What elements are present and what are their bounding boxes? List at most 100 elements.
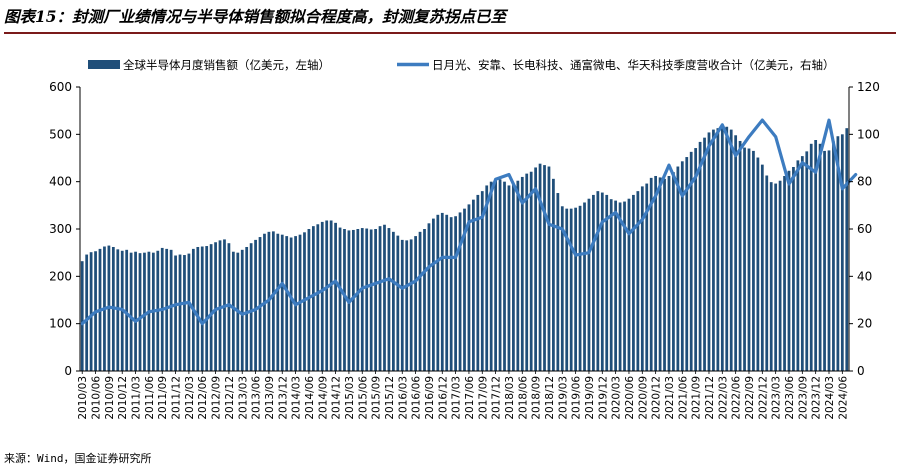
bar xyxy=(285,236,289,371)
bar xyxy=(360,228,364,371)
bar xyxy=(756,157,760,371)
y-left-tick-label: 400 xyxy=(49,175,72,189)
bar xyxy=(836,136,840,371)
y-left-tick-label: 100 xyxy=(49,317,72,331)
bar xyxy=(316,224,320,371)
legend-label-bars: 全球半导体月度销售额（亿美元，左轴） xyxy=(123,58,330,72)
x-tick-label: 2020/03 xyxy=(611,376,623,420)
bar xyxy=(89,252,93,371)
bar xyxy=(409,239,413,371)
x-tick-label: 2023/09 xyxy=(797,376,809,420)
bar xyxy=(765,175,769,371)
bar xyxy=(271,231,275,371)
bar xyxy=(489,181,493,371)
x-tick-label: 2018/06 xyxy=(517,376,529,420)
bar xyxy=(578,205,582,371)
x-tick-label: 2010/03 xyxy=(77,376,89,420)
bar xyxy=(783,175,786,371)
x-tick-label: 2013/09 xyxy=(264,376,276,420)
bar xyxy=(280,234,284,371)
x-tick-label: 2020/09 xyxy=(637,376,649,420)
bar xyxy=(351,229,355,371)
x-tick-label: 2024/06 xyxy=(837,376,849,420)
bar xyxy=(814,140,818,371)
bar xyxy=(676,166,680,371)
bar xyxy=(680,161,684,371)
y-right-tick-label: 60 xyxy=(857,222,872,236)
bar xyxy=(809,143,813,371)
bar xyxy=(787,170,791,371)
x-tick-label: 2010/09 xyxy=(104,376,116,420)
bar xyxy=(432,218,435,371)
bar xyxy=(440,212,444,371)
bar xyxy=(574,207,578,371)
bar xyxy=(649,177,653,371)
bar xyxy=(529,171,533,371)
bar xyxy=(325,220,329,371)
y-left-tick-label: 500 xyxy=(49,127,72,141)
bar xyxy=(565,208,569,371)
legend-swatch-bars xyxy=(88,60,120,69)
x-tick-label: 2017/06 xyxy=(464,376,476,420)
x-tick-label: 2017/12 xyxy=(491,376,503,420)
x-tick-label: 2013/03 xyxy=(237,376,249,420)
x-tick-label: 2016/09 xyxy=(424,376,436,420)
bar xyxy=(485,185,489,371)
bar xyxy=(663,178,666,371)
bar xyxy=(654,175,658,371)
x-tick-label: 2014/12 xyxy=(331,376,343,420)
y-right-tick-label: 40 xyxy=(857,269,872,283)
bar xyxy=(414,236,417,371)
bar xyxy=(356,229,360,371)
bar xyxy=(618,202,622,371)
x-tick-label: 2015/06 xyxy=(357,376,369,420)
bar xyxy=(840,134,844,371)
x-tick-label: 2010/06 xyxy=(91,376,103,420)
x-tick-label: 2017/03 xyxy=(451,376,463,420)
bar xyxy=(734,135,738,371)
bar xyxy=(467,204,471,371)
bar xyxy=(231,251,235,371)
bar xyxy=(196,246,200,371)
bar xyxy=(525,173,529,371)
x-tick-label: 2013/12 xyxy=(277,376,289,420)
bar xyxy=(125,249,129,371)
y-right-tick-label: 20 xyxy=(857,317,872,331)
bar xyxy=(636,191,640,371)
bar xyxy=(218,240,222,371)
bar xyxy=(738,140,742,371)
bar xyxy=(138,253,142,371)
chart-canvas: 全球半导体月度销售额（亿美元，左轴） 日月光、安靠、长电科技、通富微电、华天科技季… xyxy=(49,58,880,420)
source-note: 来源：Wind，国金证券研究所 xyxy=(4,452,152,465)
bar xyxy=(805,151,809,371)
bar xyxy=(832,141,835,371)
bar xyxy=(614,200,618,371)
bar xyxy=(334,222,337,371)
x-tick-label: 2016/06 xyxy=(411,376,423,420)
bar xyxy=(645,183,649,371)
bar xyxy=(694,148,698,371)
x-tick-label: 2011/09 xyxy=(157,376,169,420)
bar xyxy=(556,193,560,371)
x-tick-label: 2012/09 xyxy=(211,376,223,420)
bar xyxy=(552,178,555,371)
bar xyxy=(378,226,382,371)
bar xyxy=(725,126,729,371)
bar xyxy=(383,224,386,371)
x-tick-label: 2011/03 xyxy=(131,376,143,420)
x-tick-label: 2022/03 xyxy=(717,376,729,420)
x-tick-label: 2020/12 xyxy=(651,376,663,420)
bar xyxy=(418,231,422,371)
x-tick-label: 2023/06 xyxy=(784,376,796,420)
bar xyxy=(209,244,213,371)
bar xyxy=(827,150,831,371)
bar xyxy=(845,128,849,371)
bar xyxy=(720,125,724,371)
y-left-tick-label: 300 xyxy=(49,222,72,236)
bar xyxy=(480,191,484,371)
series-line xyxy=(80,118,858,326)
bar xyxy=(760,164,764,371)
y-right-tick-label: 100 xyxy=(857,127,880,141)
bar xyxy=(583,202,586,371)
title-divider xyxy=(4,32,896,34)
